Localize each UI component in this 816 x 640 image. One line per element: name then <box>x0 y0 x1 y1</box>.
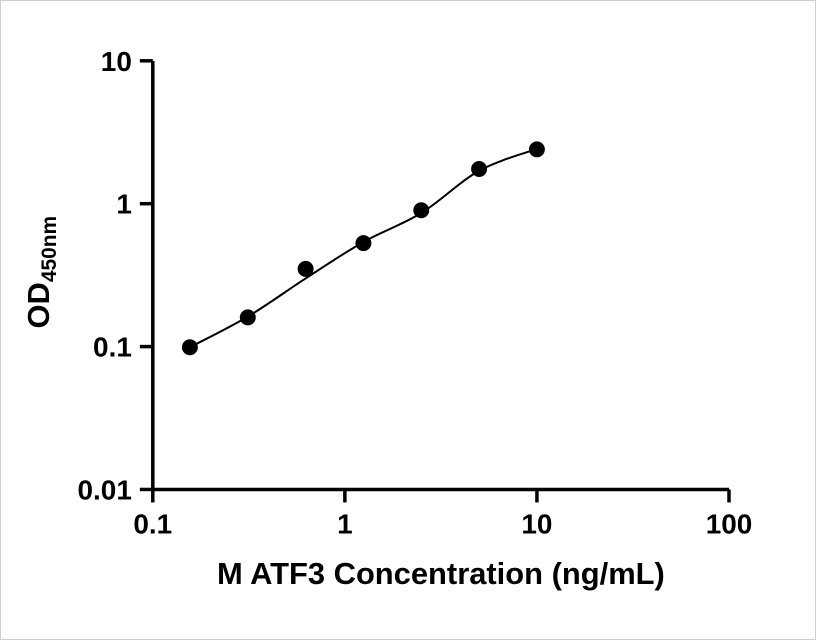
axis-spine <box>151 60 729 492</box>
y-axis-tick-label: 0.01 <box>78 474 132 505</box>
x-axis-tick-label: 1 <box>337 508 353 539</box>
y-axis-tick-label: 1 <box>116 189 132 220</box>
data-point <box>297 260 314 277</box>
x-axis-tick-label: 0.1 <box>133 508 172 539</box>
data-point <box>471 160 488 177</box>
x-axis-tick-label: 100 <box>706 508 753 539</box>
y-axis-tick-label: 10 <box>101 46 132 77</box>
x-axis-tick-label: 10 <box>521 508 552 539</box>
data-point <box>355 235 372 252</box>
data-point <box>528 141 545 158</box>
y-axis-tick-label: 0.1 <box>93 332 132 363</box>
data-point <box>413 202 430 219</box>
series-layer <box>181 141 545 356</box>
y-axis-title: OD450nm <box>21 216 61 329</box>
x-axis-title: M ATF3 Concentration (ng/mL) <box>217 556 665 591</box>
y-axis-title-main: OD <box>21 282 56 328</box>
data-point <box>239 309 256 326</box>
y-axis-title-sub: 450nm <box>38 216 61 282</box>
data-point <box>181 339 198 356</box>
